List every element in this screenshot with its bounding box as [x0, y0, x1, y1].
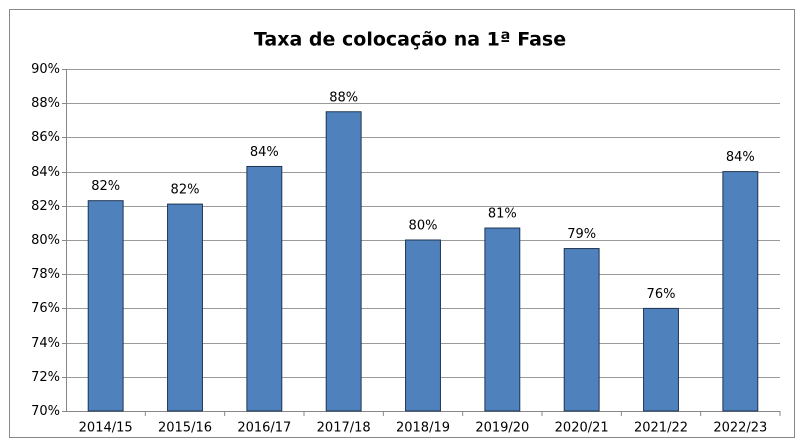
data-label: 88% [329, 90, 358, 105]
y-tick-label: 74% [31, 336, 60, 351]
y-tick-label: 86% [31, 130, 60, 145]
y-tick-label: 70% [31, 404, 60, 419]
data-label: 76% [647, 287, 676, 302]
bar [167, 203, 203, 412]
data-label: 80% [409, 219, 438, 234]
bar [405, 239, 441, 412]
data-label: 82% [171, 183, 200, 198]
x-tick-label: 2014/15 [79, 421, 133, 436]
x-tick-label: 2022/23 [713, 421, 767, 436]
y-tick-label: 80% [31, 233, 60, 248]
y-tick-label: 90% [31, 62, 60, 77]
bar [643, 307, 679, 412]
x-tick-label: 2020/21 [555, 421, 609, 436]
data-label: 79% [567, 227, 596, 242]
bar [484, 227, 521, 412]
y-tick-label: 76% [31, 301, 60, 316]
bar [722, 171, 759, 412]
bar [87, 200, 124, 412]
y-tick-label: 72% [31, 370, 60, 385]
y-tick-label: 78% [31, 267, 60, 282]
x-tick-label: 2019/20 [475, 421, 529, 436]
y-tick-label: 84% [31, 165, 60, 180]
y-tick-label: 82% [31, 199, 60, 214]
bar [246, 165, 283, 412]
bar [325, 111, 362, 412]
data-label: 82% [91, 179, 120, 194]
data-label: 84% [726, 150, 755, 165]
chart-title: Taxa de colocação na 1ª Fase [254, 29, 566, 51]
x-tick-label: 2018/19 [396, 421, 450, 436]
x-tick-label: 2021/22 [634, 421, 688, 436]
bar [563, 248, 600, 412]
x-tick-label: 2015/16 [158, 421, 212, 436]
x-tick-label: 2016/17 [237, 421, 291, 436]
data-label: 81% [488, 207, 517, 222]
x-tick-label: 2017/18 [317, 421, 371, 436]
y-tick-label: 88% [31, 96, 60, 111]
data-label: 84% [250, 145, 279, 160]
